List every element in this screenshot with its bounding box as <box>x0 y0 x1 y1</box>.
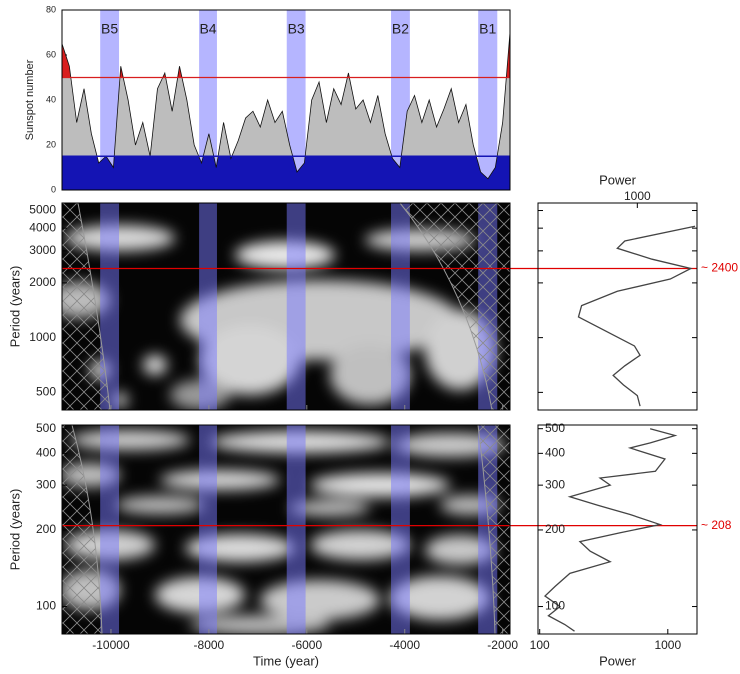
x-tick-label: 1000 <box>654 638 681 652</box>
band <box>199 203 217 410</box>
y-tick-label: 500 <box>36 385 56 399</box>
y-tick-label: 400 <box>36 446 56 460</box>
y-tick-label: 100 <box>36 599 56 613</box>
y-tick-label: 2000 <box>29 275 56 289</box>
y-tick-label: 200 <box>545 522 565 536</box>
y-tick-label: 300 <box>36 477 56 491</box>
band <box>286 10 306 190</box>
band <box>391 203 410 410</box>
y-tick-label: 80 <box>46 4 56 14</box>
x-tick-label: -8000 <box>194 638 225 652</box>
y-tick-label: 400 <box>545 446 565 460</box>
area-fill <box>62 32 510 190</box>
panel-frame <box>537 424 698 635</box>
y-tick-label: 100 <box>545 599 565 613</box>
y-tick-label: 500 <box>545 421 565 435</box>
band <box>199 425 217 634</box>
x-axis-label: Power <box>599 172 637 187</box>
y-tick-label: 4000 <box>29 220 56 234</box>
band <box>199 10 217 190</box>
cone-of-influence <box>61 202 511 635</box>
y-tick-label: 5000 <box>29 203 56 217</box>
x-tick-label: -4000 <box>389 638 420 652</box>
y-tick-label: 3000 <box>29 243 56 257</box>
y-tick-label: 1000 <box>29 330 56 344</box>
band-label: B5 <box>101 21 118 37</box>
band <box>100 425 120 634</box>
band-label: B3 <box>288 21 305 37</box>
y-axis-label: Period (years) <box>7 266 22 348</box>
reference-label: ~ 208 <box>701 518 732 532</box>
x-tick-label: -6000 <box>291 638 322 652</box>
y-axis-label: Period (years) <box>7 489 22 571</box>
y-tick-label: 0 <box>51 184 56 194</box>
area-fill-below <box>62 156 510 190</box>
power-spectrum <box>577 225 696 407</box>
x-tick-label: -10000 <box>92 638 130 652</box>
y-tick-label: 40 <box>46 94 56 104</box>
band <box>286 203 306 410</box>
x-tick-label: -2000 <box>487 638 518 652</box>
sunspot-line <box>61 32 511 180</box>
x-tick-label: 100 <box>530 638 550 652</box>
band <box>286 425 306 634</box>
band <box>478 10 498 190</box>
band <box>391 425 410 634</box>
band <box>100 10 120 190</box>
band-label: B4 <box>199 21 216 37</box>
band <box>100 203 120 410</box>
panel-frame <box>61 202 511 411</box>
panel-frame <box>61 9 511 191</box>
band-label: B2 <box>392 21 409 37</box>
y-tick-label: 200 <box>36 522 56 536</box>
y-axis-label: Sunspot number <box>24 59 36 140</box>
y-tick-label: 300 <box>545 477 565 491</box>
x-axis-label: Time (year) <box>253 653 319 668</box>
power-blobs <box>62 430 505 634</box>
panel-frame <box>537 202 698 411</box>
panel-frame <box>61 424 511 635</box>
y-tick-label: 500 <box>36 421 56 435</box>
y-tick-label: 60 <box>46 49 56 59</box>
band-label: B1 <box>479 21 496 37</box>
x-tick-label: 1000 <box>624 189 651 203</box>
x-axis-label: Power <box>599 653 637 668</box>
y-tick-label: 20 <box>46 139 56 149</box>
reference-label: ~ 2400 <box>701 261 738 275</box>
power-spectrum <box>543 428 678 632</box>
